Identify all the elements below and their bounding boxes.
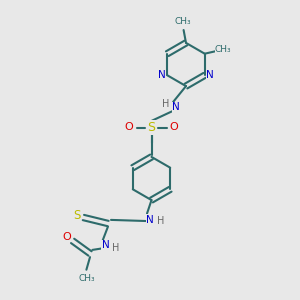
- Text: O: O: [169, 122, 178, 133]
- Text: O: O: [124, 122, 134, 133]
- Text: N: N: [158, 70, 166, 80]
- Text: CH₃: CH₃: [175, 17, 191, 26]
- Text: N: N: [102, 240, 110, 250]
- Text: S: S: [73, 208, 80, 222]
- Text: N: N: [206, 70, 214, 80]
- Text: H: H: [162, 99, 169, 109]
- Text: H: H: [112, 243, 120, 253]
- Text: N: N: [146, 214, 154, 225]
- Text: CH₃: CH₃: [215, 45, 232, 54]
- Text: O: O: [63, 232, 72, 242]
- Text: S: S: [148, 121, 155, 134]
- Text: H: H: [158, 216, 165, 226]
- Text: CH₃: CH₃: [78, 274, 95, 283]
- Text: N: N: [172, 102, 180, 112]
